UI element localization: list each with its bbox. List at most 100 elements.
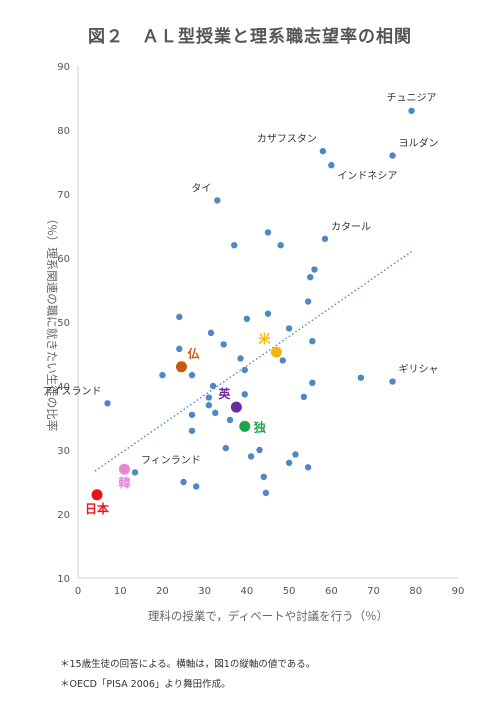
data-point	[241, 366, 248, 374]
highlight-point	[118, 463, 130, 475]
y-tick-label: 80	[57, 126, 70, 137]
x-tick-label: 10	[114, 586, 127, 597]
point-label: 仏	[187, 347, 199, 361]
x-tick-label: 30	[198, 586, 211, 597]
data-point	[205, 394, 213, 401]
point-label: ギリシャ	[399, 364, 439, 376]
point-label: チュニジア	[387, 92, 437, 104]
data-point	[264, 229, 272, 236]
point-label: 日本	[85, 501, 109, 516]
data-point	[176, 313, 183, 321]
x-tick-label: 40	[241, 586, 254, 597]
data-point	[279, 357, 286, 364]
data-point	[300, 393, 308, 401]
point-label: カザフスタン	[257, 133, 317, 145]
data-point	[264, 310, 272, 317]
data-point	[328, 162, 335, 169]
point-label: 米	[258, 331, 271, 346]
data-point	[262, 489, 270, 497]
data-point	[222, 444, 229, 452]
data-point	[231, 242, 238, 249]
data-point	[212, 409, 219, 417]
x-tick-label: 80	[409, 586, 422, 597]
point-label: カタール	[331, 221, 371, 233]
data-points	[91, 107, 415, 501]
highlight-point	[239, 420, 251, 432]
x-tick-labels: 0 10 20 30 40 50 60 70 80 90	[75, 586, 465, 597]
data-point	[243, 315, 251, 322]
highlight-point	[91, 489, 103, 501]
data-point	[309, 338, 316, 345]
data-point	[247, 453, 255, 460]
highlight-point	[270, 346, 282, 358]
data-point	[220, 341, 227, 348]
x-tick-label: 70	[367, 586, 380, 597]
data-point	[292, 451, 299, 458]
note-1: ＊15歳生徒の回答による。横軸は，図1の縦軸の値である。	[60, 659, 316, 670]
data-point	[214, 197, 221, 204]
data-point	[389, 152, 396, 159]
data-point	[209, 382, 217, 390]
data-point	[205, 402, 213, 409]
point-label: タイ	[191, 182, 211, 194]
data-point	[188, 371, 196, 379]
x-tick-label: 50	[283, 586, 296, 597]
data-point	[319, 147, 327, 155]
data-point	[311, 266, 318, 273]
x-tick-label: 90	[452, 586, 465, 597]
data-point	[237, 355, 244, 362]
data-point	[357, 374, 365, 381]
y-tick-label: 50	[57, 318, 70, 329]
y-tick-label: 10	[57, 574, 70, 585]
data-point	[304, 464, 312, 471]
axes	[77, 66, 458, 579]
data-point	[159, 371, 166, 379]
point-label: 独	[253, 419, 266, 434]
y-tick-label: 60	[57, 254, 70, 265]
data-point	[277, 242, 284, 249]
data-point	[176, 345, 183, 353]
y-tick-label: 20	[57, 510, 70, 521]
point-label: 韓	[118, 475, 130, 490]
trendline	[94, 251, 412, 472]
highlight-point	[175, 361, 187, 373]
chart-title: 図２ ＡＬ型授業と理系職志望率の相関	[88, 26, 412, 47]
point-label: フィンランド	[141, 454, 201, 466]
note-2: ＊OECD「PISA 2006」より舞田作成。	[60, 679, 231, 690]
data-point	[207, 329, 215, 337]
y-axis-label: （％）理系関連の職に就きたい生徒の比率	[45, 213, 59, 432]
data-point	[285, 325, 293, 332]
data-point	[389, 378, 396, 385]
data-point	[408, 107, 415, 115]
data-point	[188, 411, 196, 418]
data-point	[193, 483, 200, 490]
y-tick-label: 30	[57, 446, 70, 457]
highlight-point	[230, 401, 242, 413]
data-point	[131, 469, 139, 476]
data-point	[304, 298, 312, 305]
x-tick-label: 0	[75, 586, 81, 597]
data-point	[307, 274, 314, 281]
data-point	[104, 400, 111, 407]
data-point	[285, 459, 293, 466]
y-tick-label: 90	[57, 62, 70, 73]
data-point	[226, 416, 234, 424]
point-label: インドネシア	[337, 170, 397, 182]
data-point	[260, 473, 267, 481]
data-point	[188, 427, 196, 434]
data-point	[241, 391, 248, 398]
y-tick-labels: 10 20 30 40 50 60 70 80 90	[57, 62, 70, 585]
point-label: アイスランド	[42, 385, 101, 397]
y-tick-label: 40	[57, 382, 70, 393]
x-tick-label: 20	[156, 586, 169, 597]
y-tick-label: 70	[57, 190, 70, 201]
data-point	[309, 379, 316, 386]
point-label: ヨルダン	[399, 137, 439, 150]
x-tick-label: 60	[325, 586, 338, 597]
data-point	[256, 446, 263, 454]
data-point	[321, 235, 329, 242]
point-label: 英	[218, 386, 231, 401]
x-axis-label: 理科の授業で，ディベートや討議を行う（％）	[148, 609, 388, 623]
